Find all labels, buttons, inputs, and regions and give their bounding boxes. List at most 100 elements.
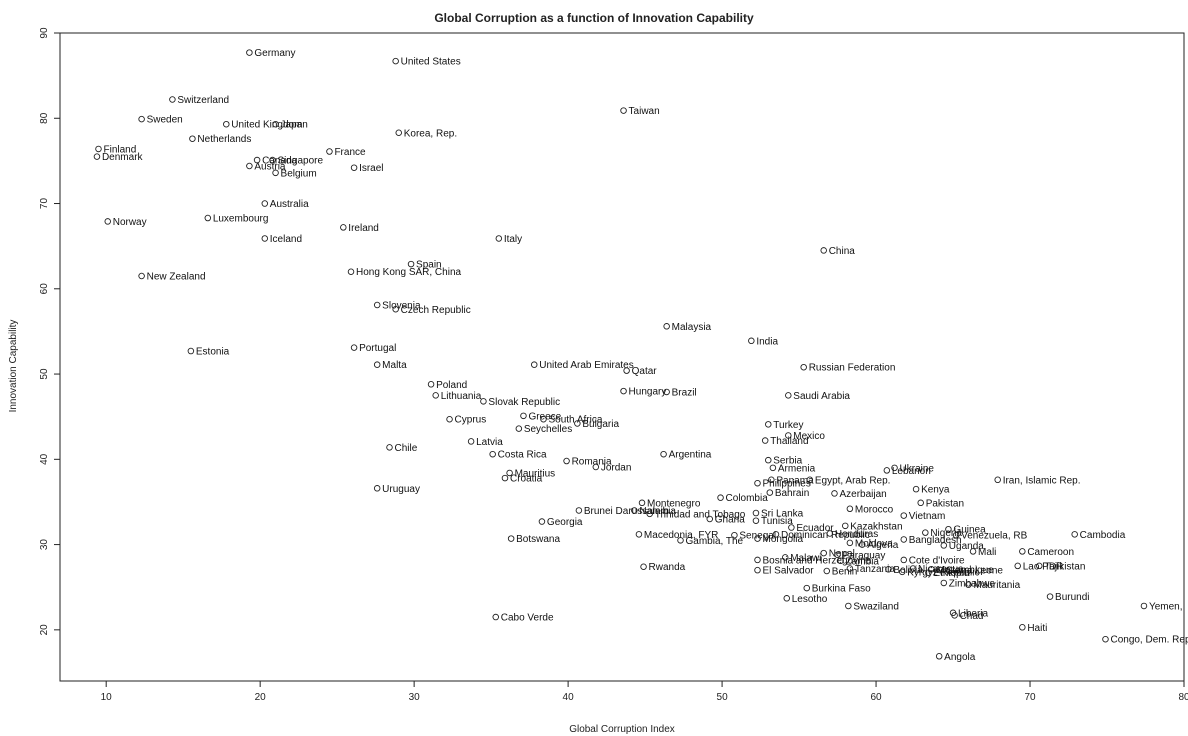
data-point: [820, 549, 827, 557]
y-tick-label: 40: [39, 453, 50, 465]
plot-frame: [59, 32, 1185, 682]
data-point: [806, 476, 814, 484]
data-point: [407, 260, 415, 268]
data-point: [189, 135, 196, 142]
data-point: [575, 507, 583, 514]
point-label: Mauritius: [515, 468, 556, 479]
point-label: Zambia: [846, 556, 880, 567]
point-label: Colombia: [726, 493, 769, 504]
data-point: [169, 96, 176, 103]
point-label: Tunisia: [761, 516, 793, 527]
point-label: Ghana: [715, 515, 745, 526]
data-point: [940, 579, 948, 587]
data-point: [917, 499, 924, 507]
data-point: [1019, 624, 1026, 631]
data-point: [842, 522, 849, 530]
data-point: [935, 653, 943, 660]
point-label: Liberia: [958, 608, 988, 619]
point-label: Algeria: [867, 540, 899, 551]
data-point: [530, 361, 538, 368]
data-point: [752, 517, 760, 524]
data-point: [223, 120, 230, 128]
data-point: [781, 554, 789, 561]
point-label: Yemen,: [1149, 601, 1183, 612]
data-point: [846, 565, 854, 572]
data-point: [340, 224, 347, 231]
point-label: Malawi: [790, 553, 821, 564]
point-label: Bahrain: [775, 488, 809, 499]
data-point: [883, 467, 891, 474]
data-point: [392, 57, 399, 65]
point-label: Seychelles: [524, 424, 572, 435]
point-label: Swaziland: [853, 601, 899, 612]
data-point: [507, 535, 515, 542]
y-tick-label: 80: [39, 112, 50, 124]
point-label: Panama: [776, 475, 814, 486]
point-label: Lebanon: [892, 466, 931, 477]
y-axis: 20 30 40 50 60 70 80 90: [39, 27, 60, 635]
data-point: [788, 524, 795, 531]
data-point: [1019, 548, 1026, 555]
point-label: Moldova: [855, 538, 893, 549]
data-point: [772, 531, 780, 538]
data-point: [373, 485, 381, 492]
point-label: Germany: [254, 48, 295, 59]
point-label: Armenia: [778, 463, 816, 474]
point-label: Sri Lanka: [761, 509, 804, 520]
point-label: Sierra Leone: [946, 566, 1004, 577]
data-point: [951, 612, 958, 619]
point-label: Malta: [382, 360, 407, 371]
data-point: [945, 525, 952, 533]
data-point: [754, 535, 761, 542]
point-label: Singapore: [277, 156, 323, 167]
point-label: Vietnam: [909, 511, 946, 522]
point-label: Venezuela, RB: [961, 531, 1027, 542]
point-label: Dominican Republic: [781, 530, 870, 541]
point-label: Cyprus: [455, 415, 487, 426]
data-point: [1071, 531, 1078, 538]
point-label: Nigeria: [930, 528, 962, 539]
point-label: Kyrgyz Republic: [907, 567, 979, 578]
point-label: Turkey: [773, 420, 803, 431]
data-point: [620, 387, 627, 395]
point-label: Denmark: [102, 152, 144, 163]
data-point: [785, 392, 792, 399]
data-point: [272, 120, 279, 128]
point-label: Lesotho: [792, 594, 828, 605]
data-point: [326, 148, 333, 155]
data-point: [386, 444, 393, 451]
point-label: Estonia: [196, 347, 230, 358]
point-label: Ireland: [348, 223, 379, 234]
point-label: Croatia: [510, 474, 543, 485]
data-point: [446, 415, 453, 423]
point-label: Hungary: [629, 387, 667, 398]
data-point: [803, 584, 811, 592]
point-label: Tajikistan: [1044, 561, 1085, 572]
data-point: [823, 567, 831, 575]
data-point: [663, 323, 670, 330]
point-label: Nepal: [829, 549, 855, 560]
point-label: Bangladesh: [909, 535, 962, 546]
point-label: Latvia: [476, 437, 503, 448]
point-label: Mauritania: [973, 580, 1020, 591]
data-point: [660, 450, 667, 458]
point-label: Benin: [832, 567, 858, 578]
data-point: [640, 563, 647, 570]
point-label: Cote d'Ivoire: [909, 555, 965, 566]
point-label: Paraguay: [843, 550, 886, 561]
data-point: [638, 499, 646, 507]
point-label: China: [829, 246, 856, 257]
data-point: [858, 541, 866, 548]
point-label: Mali: [978, 547, 996, 558]
data-point: [253, 156, 261, 164]
data-point: [765, 421, 772, 428]
data-point: [663, 388, 670, 396]
point-label: United States: [401, 57, 461, 68]
data-point: [635, 531, 643, 538]
point-label: Thailand: [770, 436, 808, 447]
data-point: [204, 214, 212, 222]
point-label: Nicaragua: [918, 564, 964, 575]
data-point: [467, 438, 475, 445]
point-label: Bolivia: [893, 565, 923, 576]
point-label: Honduras: [835, 529, 878, 540]
